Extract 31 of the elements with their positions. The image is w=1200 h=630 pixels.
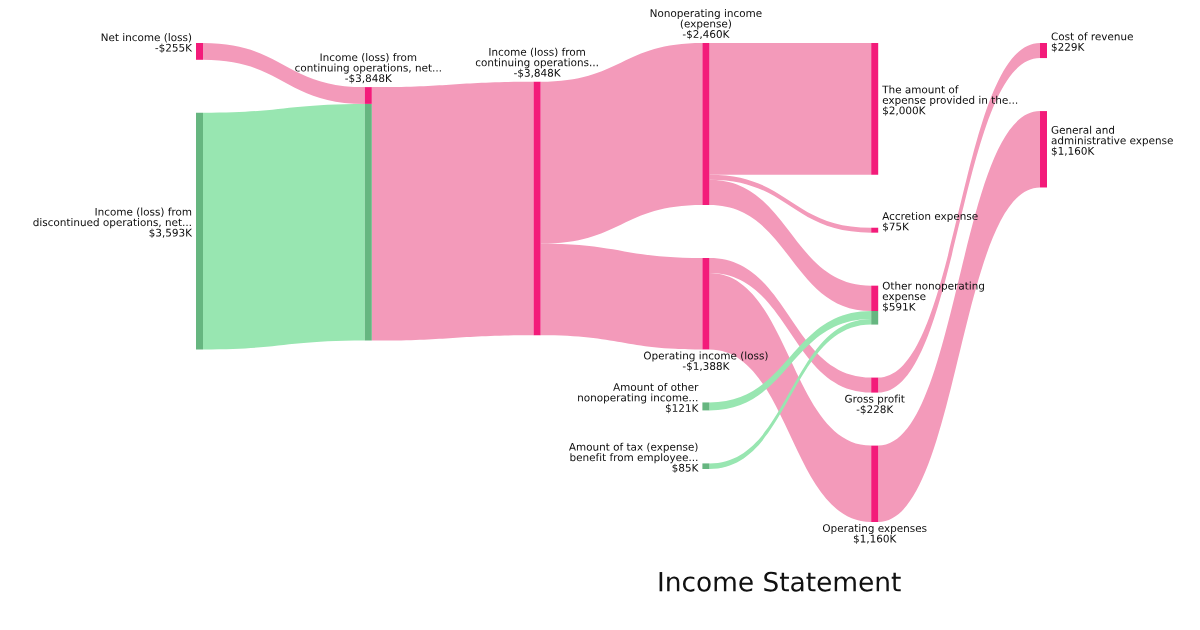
data-label: $2,000K bbox=[883, 106, 926, 116]
category-label: Nonoperating income (expense) bbox=[650, 8, 762, 30]
category-label: General and administrative expense bbox=[1051, 125, 1173, 147]
data-label: -$228K bbox=[856, 405, 894, 415]
text: Income Statement bbox=[659, 571, 901, 592]
data-label: -$3,848K bbox=[514, 68, 561, 79]
data-label: $121K bbox=[665, 403, 699, 414]
category-label: Income (loss) from discontinued operations, net... bbox=[33, 207, 192, 229]
category-label: The amount of expense provided in the... bbox=[882, 85, 1018, 106]
data-label: -$3,848K bbox=[345, 74, 393, 84]
data-label: $591K bbox=[883, 302, 916, 313]
data-label: $75K bbox=[883, 222, 910, 232]
category-label: Amount of other nonoperating income... bbox=[578, 382, 699, 404]
category-label: Income (loss) from continuing operations, net... bbox=[295, 53, 441, 74]
category-label: Accretion expense bbox=[882, 211, 978, 222]
category-label: Gross profit bbox=[845, 394, 905, 405]
data-label: -$2,460K bbox=[682, 29, 730, 40]
data-label: $1,160K bbox=[853, 534, 897, 544]
data-label: -$1,388K bbox=[682, 361, 730, 372]
category-label: Amount of tax (expense) benefit from employee... bbox=[568, 442, 698, 464]
data-label: $85K bbox=[672, 463, 699, 474]
category-label: Income (loss) from continuing operations... bbox=[475, 47, 598, 69]
data-label: $229K bbox=[1051, 42, 1085, 53]
category-label: Operating income (loss) bbox=[643, 351, 768, 362]
category-label: Other nonoperating expense bbox=[882, 281, 984, 303]
category-label: Cost of revenue bbox=[1051, 32, 1133, 41]
category-label: Operating expenses bbox=[822, 524, 927, 535]
data-label: $3,593K bbox=[149, 228, 193, 238]
data-label: -$255K bbox=[155, 43, 193, 54]
category-label: Net income (loss) bbox=[101, 33, 192, 43]
data-label: $1,160K bbox=[1051, 146, 1095, 157]
